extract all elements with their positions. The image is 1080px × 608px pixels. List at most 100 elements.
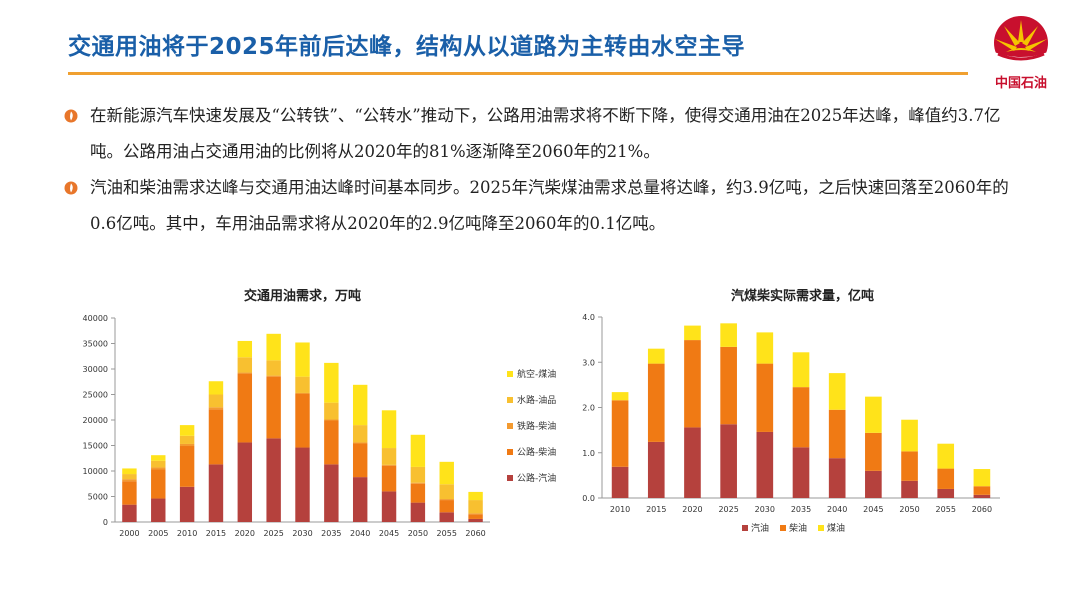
- bar-segment: [828, 409, 846, 459]
- bar-segment: [295, 447, 310, 522]
- bar-segment: [439, 512, 454, 522]
- legend-swatch: [507, 449, 513, 455]
- legend-swatch: [507, 397, 513, 403]
- bar-segment: [647, 441, 665, 498]
- x-tick-label: 2010: [177, 529, 197, 538]
- bar-segment: [179, 486, 195, 522]
- bar-segment: [439, 484, 454, 500]
- bar-segment: [381, 464, 397, 466]
- y-tick-label: 1.0: [582, 449, 595, 458]
- petrochina-logo: 中国石油: [984, 14, 1058, 94]
- bullet-icon: [64, 181, 78, 195]
- bar-segment: [684, 325, 701, 341]
- bar-segment: [611, 466, 629, 498]
- bar-segment: [122, 468, 137, 475]
- bar-segment: [179, 446, 195, 487]
- bar-segment: [937, 488, 955, 498]
- bar-segment: [937, 443, 955, 469]
- x-tick-label: 2060: [465, 529, 485, 538]
- bar-segment: [468, 491, 483, 501]
- bar-segment: [266, 376, 281, 439]
- legend-label: 煤油: [827, 522, 845, 534]
- legend-swatch: [818, 525, 824, 531]
- bar-segment: [792, 352, 810, 388]
- x-tick-label: 2015: [646, 505, 666, 514]
- bar-segment: [720, 424, 737, 498]
- bar-segment: [122, 479, 137, 482]
- bar-segment: [937, 468, 955, 489]
- x-tick-label: 2005: [148, 529, 168, 538]
- bar-segment: [122, 474, 137, 480]
- x-tick-label: 2035: [321, 529, 341, 538]
- bar-segment: [151, 469, 166, 499]
- bar-segment: [352, 443, 368, 478]
- bar-segment: [324, 464, 339, 522]
- bullet-list: 在新能源汽车快速发展及“公转铁”、“公转水”推动下，公路用油需求将不断下降，使得…: [62, 98, 1022, 242]
- legend-label: 柴油: [789, 522, 807, 534]
- bar-segment: [647, 348, 665, 364]
- bar-segment: [720, 323, 737, 347]
- bar-segment: [381, 448, 397, 465]
- legend-swatch: [507, 475, 513, 481]
- bar-segment: [684, 340, 701, 428]
- bar-segment: [352, 442, 368, 444]
- x-tick-label: 2045: [379, 529, 399, 538]
- x-tick-label: 2000: [119, 529, 139, 538]
- chart-1-title: 交通用油需求，万吨: [243, 289, 361, 304]
- bar-segment: [208, 381, 224, 395]
- bar-segment: [352, 384, 368, 426]
- y-tick-label: 25000: [83, 391, 108, 400]
- y-tick-label: 5000: [88, 493, 108, 502]
- bar-segment: [237, 357, 253, 373]
- bar-segment: [237, 372, 253, 374]
- x-tick-label: 2045: [863, 505, 883, 514]
- bar-segment: [611, 392, 629, 401]
- x-tick-label: 2035: [791, 505, 811, 514]
- title-underline: [68, 72, 968, 75]
- x-tick-label: 2055: [936, 505, 956, 514]
- transport-oil-demand-chart: 0 5000 10000 15000 20000 25000 30000 35000 40000…: [83, 314, 557, 538]
- y-tick-label: 2.0: [582, 404, 595, 413]
- bar-segment: [151, 460, 166, 468]
- bar-segment: [122, 504, 137, 522]
- legend-swatch: [780, 525, 786, 531]
- bullet-text: 汽油和柴油需求达峰与交通用油达峰时间基本同步。2025年汽柴煤油需求总量将达峰，…: [90, 178, 1009, 233]
- bar-segment: [237, 340, 253, 358]
- bar-segment: [381, 410, 397, 449]
- y-tick-label: 15000: [83, 442, 108, 451]
- bar-segment: [684, 427, 701, 498]
- x-tick-label: 2025: [263, 529, 283, 538]
- y-tick-label: 35000: [83, 340, 108, 349]
- bar-segment: [179, 425, 195, 436]
- bar-segment: [410, 483, 426, 503]
- legend-swatch: [742, 525, 748, 531]
- bar-segment: [756, 363, 774, 432]
- slide-title: 交通用油将于2025年前后达峰，结构从以道路为主转由水空主导: [68, 34, 746, 60]
- bar-segment: [151, 467, 166, 470]
- bar-segment: [611, 400, 629, 467]
- bar-segment: [266, 375, 281, 377]
- bar-segment: [179, 435, 195, 444]
- bar-segment: [468, 514, 483, 519]
- bar-segment: [295, 392, 310, 394]
- bar-segment: [266, 333, 281, 361]
- bar-segment: [468, 500, 483, 514]
- bar-segment: [324, 420, 339, 465]
- bar-segment: [901, 419, 918, 452]
- bar-segment: [266, 360, 281, 376]
- x-tick-label: 2050: [899, 505, 919, 514]
- bar-segment: [756, 431, 774, 498]
- bar-segment: [439, 500, 454, 513]
- x-tick-label: 2040: [827, 505, 847, 514]
- bar-segment: [792, 447, 810, 498]
- x-tick-label: 2020: [682, 505, 702, 514]
- bar-segment: [352, 477, 368, 522]
- bar-segment: [381, 491, 397, 522]
- bar-segment: [792, 387, 810, 448]
- bullet-text: 在新能源汽车快速发展及“公转铁”、“公转水”推动下，公路用油需求将不断下降，使得…: [90, 106, 1001, 161]
- legend-label: 公路-柴油: [517, 446, 556, 458]
- bar-segment: [208, 394, 224, 408]
- bar-segment: [208, 409, 224, 465]
- bar-segment: [720, 346, 737, 425]
- bar-segment: [468, 518, 483, 522]
